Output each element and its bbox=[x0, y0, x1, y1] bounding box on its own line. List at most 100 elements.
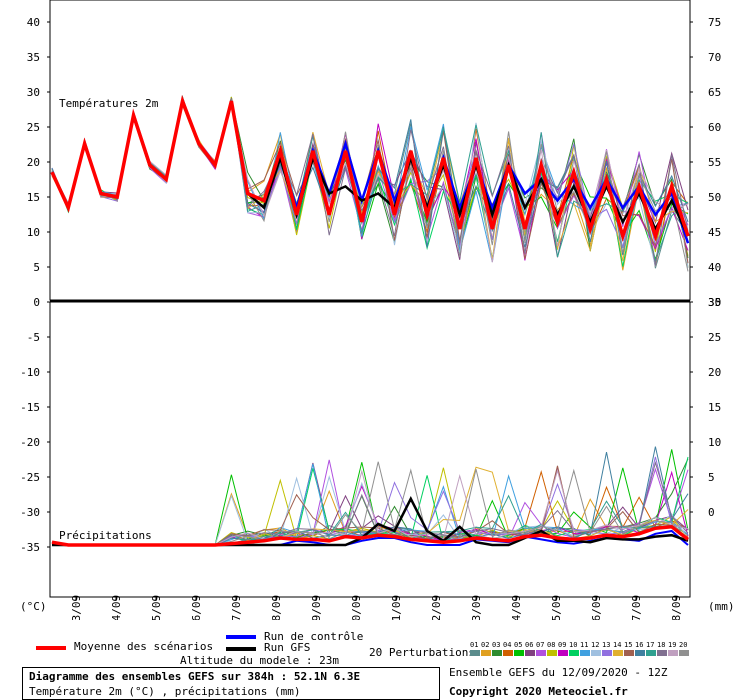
copyright: Copyright 2020 Meteociel.fr bbox=[449, 685, 628, 698]
precip-left-tick: -20 bbox=[20, 436, 40, 449]
perturbation-swatch-09 bbox=[558, 650, 568, 656]
precip-right-tick: 25 bbox=[708, 331, 721, 344]
perturbation-number-15: 15 bbox=[624, 641, 633, 649]
perturbation-swatch-20 bbox=[679, 650, 689, 656]
temp-left-tick: 25 bbox=[27, 121, 40, 134]
temp-left-tick: 0 bbox=[33, 296, 40, 309]
temp-right-tick: 45 bbox=[708, 226, 721, 239]
perturbation-swatch-07 bbox=[536, 650, 546, 656]
mean-temperature-line bbox=[50, 94, 690, 243]
control-legend-label: Run de contrôle bbox=[264, 630, 364, 643]
precip-left-tick: -35 bbox=[20, 541, 40, 554]
mean-legend-label: Moyenne des scénarios bbox=[74, 640, 214, 653]
chart-title: Diagramme des ensembles GEFS sur 384h : … bbox=[29, 670, 361, 683]
perturbation-number-20: 20 bbox=[679, 641, 688, 649]
altitude-label: Altitude du modele : 23m bbox=[180, 654, 339, 667]
perturbation-swatch-18 bbox=[657, 650, 667, 656]
precipitation-panel: -5 -10 -15 -20 -25 -30 -35 30 25 20 15 10 5 0 bbox=[20, 296, 721, 598]
date-tick-label: 14/09 bbox=[110, 595, 123, 620]
date-tick-label: 22/09 bbox=[430, 595, 443, 620]
temp-right-tick: 40 bbox=[708, 261, 721, 274]
perturbation-number-10: 10 bbox=[569, 641, 578, 649]
date-tick-label: 25/09 bbox=[550, 595, 563, 620]
temp-left-tick: 20 bbox=[27, 156, 40, 169]
precip-left-tick: -5 bbox=[27, 331, 40, 344]
precip-right-tick: 5 bbox=[708, 471, 715, 484]
date-tick-label: 15/09 bbox=[150, 595, 163, 620]
temp-left-tick: 35 bbox=[27, 51, 40, 64]
left-axis-unit: (°C) bbox=[20, 600, 47, 613]
temp-left-tick: 40 bbox=[27, 16, 40, 29]
temp-right-tick: 70 bbox=[708, 51, 721, 64]
date-tick-label: 19/09 bbox=[310, 595, 323, 620]
perturbation-swatch-02 bbox=[481, 650, 491, 656]
precipitation-panel-label: Précipitations bbox=[59, 529, 152, 542]
date-tick-label: 26/09 bbox=[590, 595, 603, 620]
date-tick-label: 20/09 bbox=[350, 595, 363, 620]
perturbation-number-12: 12 bbox=[591, 641, 600, 649]
perturbation-number-16: 16 bbox=[635, 641, 644, 649]
temp-right-tick: 65 bbox=[708, 86, 721, 99]
perturbation-number-08: 08 bbox=[547, 641, 556, 649]
precip-right-tick: 20 bbox=[708, 366, 721, 379]
precip-left-tick: -10 bbox=[20, 366, 40, 379]
precip-right-tick: 0 bbox=[708, 506, 715, 519]
temperature-member-19 bbox=[51, 96, 689, 263]
precipitation-frame bbox=[49, 301, 691, 598]
perturbation-swatch-17 bbox=[646, 650, 656, 656]
precip-right-tick: 15 bbox=[708, 401, 721, 414]
perturbation-swatch-04 bbox=[503, 650, 513, 656]
date-axis: 13/09 14/09 15/09 16/09 17/09 18/09 19/09 20/09… bbox=[70, 595, 683, 620]
temp-left-tick: 10 bbox=[27, 226, 40, 239]
perturbation-number-13: 13 bbox=[602, 641, 611, 649]
perturbation-swatch-11 bbox=[580, 650, 590, 656]
perturbation-swatch-13 bbox=[602, 650, 612, 656]
temperature-panel-label: Températures 2m bbox=[59, 97, 159, 110]
temp-left-tick: 15 bbox=[27, 191, 40, 204]
control-legend-swatch bbox=[226, 635, 256, 639]
perturbation-swatch-08 bbox=[547, 650, 557, 656]
perturbation-number-04: 04 bbox=[503, 641, 512, 649]
gfs-legend-swatch bbox=[226, 647, 256, 651]
perturbation-number-01: 01 bbox=[470, 641, 479, 649]
temp-left-tick: 30 bbox=[27, 86, 40, 99]
date-tick-label: 16/09 bbox=[190, 595, 203, 620]
temp-right-tick: 60 bbox=[708, 121, 721, 134]
date-tick-label: 28/09 bbox=[670, 595, 683, 620]
temp-right-tick: 75 bbox=[708, 16, 721, 29]
precip-left-tick: -30 bbox=[20, 506, 40, 519]
temp-right-tick: 50 bbox=[708, 191, 721, 204]
date-tick-label: 24/09 bbox=[510, 595, 523, 620]
gfs-legend-label: Run GFS bbox=[264, 641, 311, 654]
perturbation-number-11: 11 bbox=[580, 641, 589, 649]
perturbation-number-17: 17 bbox=[646, 641, 655, 649]
date-tick-label: 18/09 bbox=[270, 595, 283, 620]
perturbation-swatch-05 bbox=[514, 650, 524, 656]
date-tick-label: 17/09 bbox=[230, 595, 243, 620]
temp-right-tick: 35 bbox=[708, 296, 721, 309]
perturbation-swatch-19 bbox=[668, 650, 678, 656]
temp-left-tick: 5 bbox=[33, 261, 40, 274]
date-tick-label: 21/09 bbox=[390, 595, 403, 620]
temp-right-tick: 55 bbox=[708, 156, 721, 169]
precip-right-tick: 30 bbox=[708, 296, 721, 309]
perturbation-number-06: 06 bbox=[525, 641, 534, 649]
date-tick-label: 13/09 bbox=[70, 595, 83, 620]
perturbation-swatch-12 bbox=[591, 650, 601, 656]
precip-left-tick: -15 bbox=[20, 401, 40, 414]
perturbation-swatch-01 bbox=[470, 650, 480, 656]
perturbation-swatch-03 bbox=[492, 650, 502, 656]
perturbation-number-18: 18 bbox=[657, 641, 666, 649]
perturbation-number-02: 02 bbox=[481, 641, 490, 649]
perturbation-swatch-10 bbox=[569, 650, 579, 656]
perturbation-number-19: 19 bbox=[668, 641, 677, 649]
date-tick-label: 27/09 bbox=[630, 595, 643, 620]
date-tick-label: 23/09 bbox=[470, 595, 483, 620]
perturbation-number-09: 09 bbox=[558, 641, 567, 649]
chart-subtitle: Température 2m (°C) , précipitations (mm… bbox=[29, 685, 301, 698]
mean-precipitation-line bbox=[51, 524, 690, 547]
perturbation-swatch-06 bbox=[525, 650, 535, 656]
perturbation-number-07: 07 bbox=[536, 641, 545, 649]
